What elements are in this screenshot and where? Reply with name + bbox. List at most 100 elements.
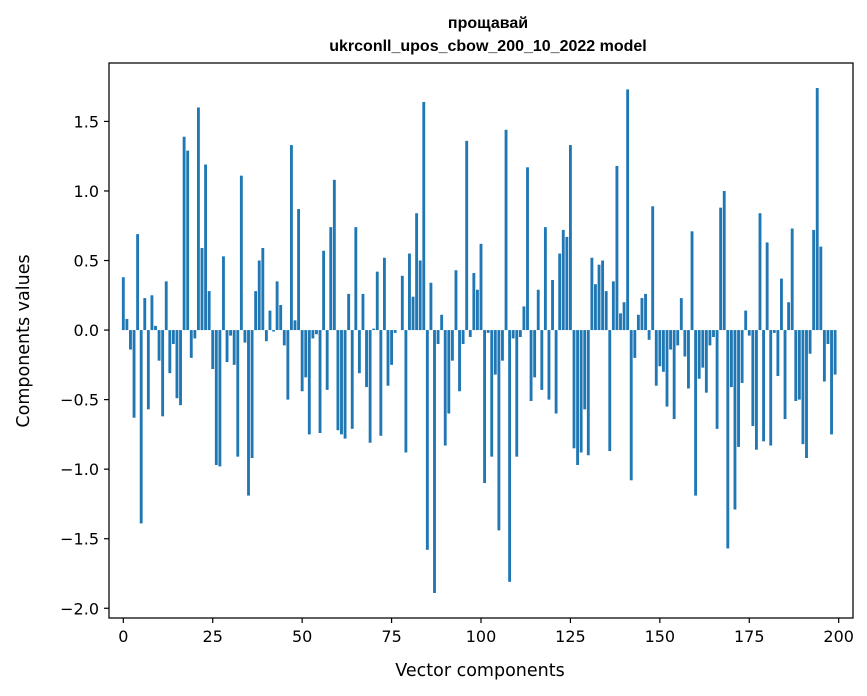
bar (543, 227, 547, 331)
bar (812, 229, 816, 331)
x-tick-label: 100 (466, 627, 497, 646)
bar (647, 330, 651, 340)
bar (168, 330, 172, 374)
bar (143, 298, 147, 331)
bar (815, 88, 819, 331)
bar (708, 330, 712, 346)
bar (540, 330, 544, 390)
bar (150, 295, 154, 331)
bar (207, 291, 211, 331)
bar (687, 330, 690, 389)
bar (264, 330, 268, 342)
bar (780, 278, 783, 331)
x-tick-label: 75 (381, 627, 401, 646)
bar (819, 246, 823, 331)
bar (450, 330, 454, 361)
bar (433, 330, 436, 593)
y-tick-label: 0.5 (74, 252, 99, 271)
bar (583, 330, 587, 410)
bar (225, 330, 229, 363)
bar (769, 330, 773, 446)
bar (619, 313, 622, 331)
bar (347, 293, 351, 331)
bar (279, 305, 283, 331)
bar (529, 330, 533, 402)
bar (322, 250, 326, 331)
bar (393, 330, 397, 333)
bar (440, 314, 444, 331)
x-tick-label: 25 (203, 627, 223, 646)
bar (626, 89, 630, 331)
y-tick-label: 1.0 (74, 182, 99, 201)
bar (762, 330, 766, 442)
bar (658, 330, 662, 367)
bar (325, 330, 329, 390)
bar (408, 253, 411, 331)
bar (382, 257, 386, 331)
bar (511, 330, 515, 339)
bar (304, 330, 308, 378)
bar (565, 236, 569, 331)
x-tick-label: 150 (645, 627, 676, 646)
bar (590, 257, 594, 331)
bar (404, 330, 408, 453)
plot-frame (108, 62, 854, 619)
bar (572, 330, 576, 449)
bar (218, 330, 222, 467)
bar (354, 227, 358, 331)
bar (704, 330, 708, 393)
bar (161, 330, 165, 417)
bar (436, 330, 440, 344)
bar (568, 145, 572, 331)
bar (243, 330, 247, 343)
bar (475, 289, 479, 331)
bar (640, 298, 644, 331)
bar (297, 209, 301, 331)
bar (479, 243, 483, 331)
bar (493, 330, 497, 375)
bar (239, 175, 243, 331)
bar (254, 291, 258, 331)
bar (594, 284, 597, 331)
bar (386, 330, 390, 386)
bar (340, 330, 343, 435)
bar (350, 330, 354, 429)
bar (701, 330, 705, 368)
bar (508, 330, 512, 582)
bar (286, 330, 290, 400)
bar (747, 330, 751, 336)
bar (214, 330, 218, 465)
bar (275, 281, 279, 331)
bar (611, 281, 615, 331)
bar (332, 179, 336, 331)
bar (171, 330, 175, 344)
bar (379, 330, 383, 436)
bar (794, 330, 798, 402)
bar (418, 260, 422, 331)
bar (411, 296, 415, 331)
x-tick-label: 50 (292, 627, 312, 646)
bar (193, 330, 197, 339)
bar (490, 330, 494, 457)
bar (787, 302, 791, 331)
y-tick-label: −1.5 (60, 530, 99, 549)
bar (200, 248, 204, 331)
bar (229, 330, 233, 336)
bar (737, 330, 740, 447)
bar (654, 330, 658, 386)
bar (361, 293, 365, 331)
bar (744, 310, 748, 331)
bar (282, 330, 286, 346)
bar (719, 207, 723, 331)
bar (121, 277, 125, 331)
x-axis-label: Vector components (395, 661, 564, 681)
bar (733, 330, 737, 510)
bar (597, 264, 601, 331)
bar (472, 273, 476, 331)
bar (429, 282, 433, 331)
bar (604, 291, 608, 331)
bar (694, 330, 698, 496)
y-tick-label: −1.0 (60, 460, 99, 479)
bar (146, 330, 150, 410)
x-axis-ticks: 0 25 50 75 100 125 150 175 200 (118, 618, 854, 646)
